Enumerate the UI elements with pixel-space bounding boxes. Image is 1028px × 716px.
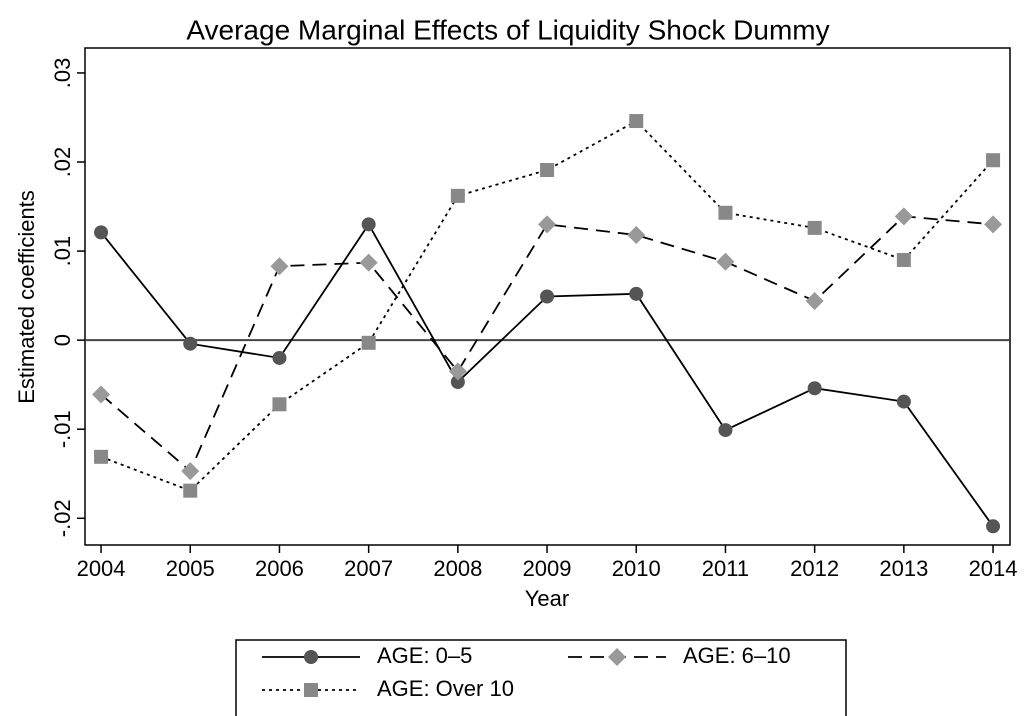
marker: [94, 449, 109, 464]
y-tick-label: -.02: [50, 499, 75, 537]
legend-label: AGE: 0–5: [377, 643, 472, 668]
x-tick-label: 2005: [166, 556, 215, 581]
marker: [986, 519, 1001, 534]
marker: [359, 253, 378, 272]
x-tick-label: 2014: [969, 556, 1018, 581]
x-axis-label: Year: [525, 586, 569, 611]
y-tick-label: .02: [50, 147, 75, 178]
marker: [718, 423, 733, 438]
x-tick-label: 2011: [702, 556, 749, 581]
marker: [448, 362, 467, 381]
marker: [716, 252, 735, 271]
marker: [608, 648, 626, 666]
marker: [538, 215, 557, 234]
marker: [807, 220, 822, 235]
marker: [629, 114, 644, 129]
marker: [807, 381, 822, 396]
x-tick-label: 2008: [433, 556, 482, 581]
marker: [361, 335, 376, 350]
y-tick-label: .03: [50, 58, 75, 89]
chart-title: Average Marginal Effects of Liquidity Sh…: [186, 14, 829, 45]
x-tick-label: 2006: [255, 556, 304, 581]
x-tick-label: 2012: [790, 556, 839, 581]
y-tick-label: 0: [50, 334, 75, 346]
marker: [894, 207, 913, 226]
marker: [272, 397, 287, 412]
marker: [718, 205, 733, 220]
y-tick-label: -.01: [50, 410, 75, 448]
series-line: [100, 215, 994, 473]
x-tick-label: 2009: [523, 556, 572, 581]
marker: [986, 153, 1001, 168]
marker: [450, 375, 465, 390]
y-axis-label: Estimated coefficients: [14, 190, 39, 404]
marker: [450, 188, 465, 203]
marker: [183, 483, 198, 498]
marker: [181, 462, 200, 481]
marker: [272, 350, 287, 365]
marker: [984, 215, 1003, 234]
marker: [629, 286, 644, 301]
legend-label: AGE: Over 10: [377, 676, 514, 701]
marker: [270, 257, 289, 276]
marker: [94, 225, 109, 240]
legend-label: AGE: 6–10: [683, 643, 791, 668]
x-tick-label: 2010: [612, 556, 661, 581]
marker: [627, 226, 646, 245]
marker: [805, 291, 824, 310]
marker: [304, 683, 318, 697]
legend-box: [235, 639, 847, 716]
marker: [540, 163, 555, 178]
y-tick-label: .01: [50, 236, 75, 267]
marker: [896, 252, 911, 267]
x-tick-label: 2007: [344, 556, 393, 581]
marker: [896, 394, 911, 409]
marker: [361, 217, 376, 232]
marker: [540, 289, 555, 304]
marker: [304, 650, 318, 664]
marker: [183, 336, 198, 351]
x-tick-label: 2013: [879, 556, 928, 581]
x-tick-label: 2004: [77, 556, 126, 581]
marker: [92, 385, 111, 404]
